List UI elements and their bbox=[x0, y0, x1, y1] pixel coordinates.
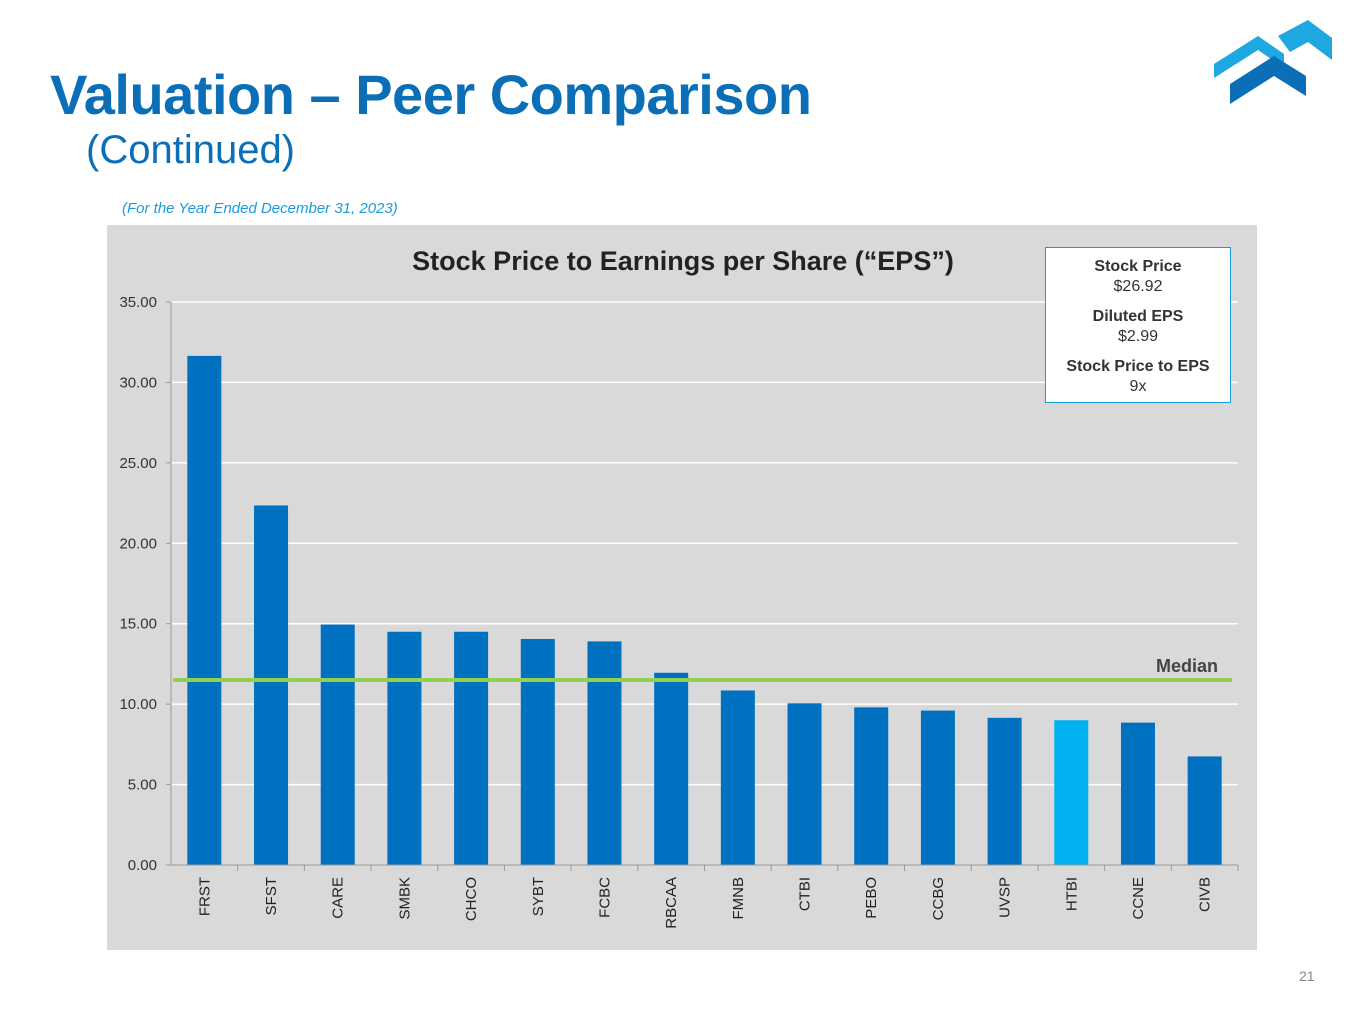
logo-chevron-bottom bbox=[1230, 56, 1306, 104]
axis-layer: 35.00 30.00 25.00 20.00 15.00 10.00 5.00 0.00 FR… bbox=[119, 294, 1239, 929]
bar-ccbg bbox=[920, 710, 955, 865]
x-tick-label-fmnb: FMNB bbox=[730, 877, 747, 920]
x-tick-label-smbk: SMBK bbox=[396, 877, 413, 920]
x-tick-label-care: CARE bbox=[330, 877, 347, 919]
x-tick-label-chco: CHCO bbox=[463, 877, 480, 921]
logo-chevron-top bbox=[1214, 36, 1284, 78]
bar-rbcaa bbox=[654, 672, 689, 865]
company-logo-icon bbox=[1212, 18, 1334, 111]
bar-layer bbox=[187, 355, 1222, 865]
y-tick-label: 5.00 bbox=[128, 777, 157, 794]
y-tick-label: 10.00 bbox=[119, 696, 157, 713]
x-tick-label-civb: CIVB bbox=[1197, 877, 1214, 912]
y-tick-label: 15.00 bbox=[119, 616, 157, 633]
x-tick-label-pebo: PEBO bbox=[863, 877, 880, 919]
y-tick-label: 25.00 bbox=[119, 455, 157, 472]
bar-ctbi bbox=[787, 703, 822, 865]
bar-uvsp bbox=[987, 717, 1022, 865]
x-tick-label-ccne: CCNE bbox=[1130, 877, 1147, 920]
x-tick-label-ccbg: CCBG bbox=[930, 877, 947, 920]
price-to-eps-value: 9x bbox=[1129, 378, 1147, 395]
bar-smbk bbox=[387, 631, 422, 865]
price-to-eps-label: Stock Price to EPS bbox=[1066, 358, 1210, 375]
bar-fmnb bbox=[720, 690, 755, 865]
median-label: Median bbox=[1156, 656, 1218, 676]
diluted-eps-value: $2.99 bbox=[1117, 328, 1159, 345]
chart-title: Stock Price to Earnings per Share (“EPS”… bbox=[412, 246, 954, 276]
diluted-eps-label: Diluted EPS bbox=[1092, 308, 1184, 325]
y-tick-label: 30.00 bbox=[119, 374, 157, 391]
x-tick-label-frst: FRST bbox=[196, 877, 213, 916]
x-tick-label-sfst: SFST bbox=[263, 877, 280, 915]
bar-sybt bbox=[520, 638, 555, 865]
info-box: Stock Price $26.92 Diluted EPS $2.99 Sto… bbox=[1045, 247, 1231, 403]
chart-panel: 35.00 30.00 25.00 20.00 15.00 10.00 5.00 0.00 FR… bbox=[107, 225, 1257, 950]
logo-chevron-top-right bbox=[1278, 20, 1332, 60]
stock-price-label: Stock Price bbox=[1094, 258, 1182, 275]
x-tick-label-uvsp: UVSP bbox=[997, 877, 1014, 918]
bar-civb bbox=[1187, 756, 1222, 865]
bar-chco bbox=[454, 631, 489, 865]
pe-bar-chart: 35.00 30.00 25.00 20.00 15.00 10.00 5.00 0.00 FR… bbox=[119, 246, 1239, 929]
bar-sfst bbox=[254, 505, 289, 865]
bar-frst bbox=[187, 355, 222, 865]
page-subtitle: (Continued) bbox=[86, 128, 296, 172]
x-tick-label-rbcaa: RBCAA bbox=[663, 877, 680, 929]
x-tick-label-sybt: SYBT bbox=[530, 877, 547, 916]
bar-fcbc bbox=[587, 641, 622, 865]
x-tick-label-fcbc: FCBC bbox=[596, 877, 613, 918]
x-tick-label-ctbi: CTBI bbox=[797, 877, 814, 911]
bar-htbi bbox=[1054, 720, 1089, 865]
bar-ccne bbox=[1120, 722, 1155, 865]
y-tick-label: 0.00 bbox=[128, 857, 157, 874]
x-tick-label-htbi: HTBI bbox=[1063, 877, 1080, 911]
stock-price-value: $26.92 bbox=[1113, 278, 1163, 295]
page-number: 21 bbox=[1299, 968, 1315, 984]
bar-pebo bbox=[854, 707, 889, 865]
period-note: (For the Year Ended December 31, 2023) bbox=[122, 200, 398, 217]
page-title: Valuation – Peer Comparison bbox=[50, 63, 812, 126]
y-tick-label: 20.00 bbox=[119, 535, 157, 552]
bar-care bbox=[320, 624, 355, 865]
y-tick-label: 35.00 bbox=[119, 294, 157, 311]
